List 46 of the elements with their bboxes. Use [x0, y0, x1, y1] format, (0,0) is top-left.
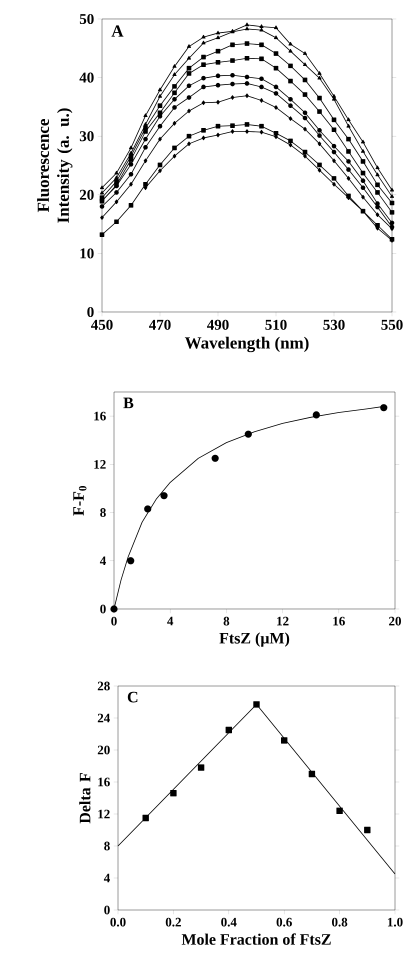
chart-title: A — [111, 25, 124, 37]
y-axis-title: Fluorescence Intensity (a. u.) — [37, 108, 72, 223]
y-axis-title: Delta F — [79, 773, 90, 824]
x-tick-label: 450 — [90, 320, 113, 330]
y-tick-label: 0 — [104, 906, 110, 914]
y-tick-label: 28 — [98, 682, 110, 690]
x-tick-label: 1.0 — [388, 918, 403, 927]
x-tick-label: 0.0 — [110, 918, 126, 927]
y-tick-label: 8 — [104, 842, 110, 850]
x-axis-title: Wavelength (nm) — [184, 336, 309, 352]
y-tick-label: 16 — [98, 778, 110, 786]
x-axis-title: FtsZ (µM) — [219, 632, 290, 647]
chart-title: B — [123, 398, 134, 408]
y-tick-label: 30 — [80, 131, 94, 142]
y-tick-label: 8 — [100, 508, 106, 517]
y-tick-label: 12 — [94, 460, 106, 469]
y-tick-label: 50 — [80, 14, 94, 24]
y-tick-label: 16 — [94, 412, 106, 420]
x-axis-title: Mole Fraction of FtsZ — [182, 933, 331, 945]
y-tick-label: 24 — [98, 714, 110, 722]
y-axis-title: F-F$_{0}$ — [73, 486, 86, 516]
x-tick-label: 12 — [277, 616, 289, 626]
x-tick-label: 530 — [323, 320, 345, 330]
x-tick-label: 20 — [389, 616, 401, 626]
x-tick-label: 4 — [167, 616, 174, 626]
x-tick-label: 0 — [111, 616, 117, 626]
y-tick-label: 4 — [100, 556, 106, 566]
x-tick-label: 0.8 — [332, 918, 348, 927]
y-tick-label: 4 — [104, 874, 110, 882]
x-tick-label: 8 — [224, 616, 230, 626]
chart-title: C — [128, 692, 138, 702]
x-tick-label: 490 — [206, 320, 229, 330]
y-tick-label: 20 — [98, 746, 110, 754]
y-tick-label: 0 — [87, 306, 94, 318]
y-tick-label: 12 — [98, 810, 110, 818]
y-tick-label: 20 — [80, 190, 94, 200]
x-tick-label: 0.4 — [221, 918, 237, 927]
x-tick-label: 0.6 — [276, 918, 292, 927]
x-tick-label: 16 — [333, 616, 345, 626]
y-tick-label: 40 — [79, 72, 94, 83]
x-tick-label: 550 — [381, 320, 403, 330]
x-tick-label: 510 — [265, 320, 287, 330]
x-tick-label: 470 — [148, 320, 171, 330]
x-tick-label: 0.2 — [166, 918, 181, 927]
y-tick-label: 0 — [100, 604, 106, 614]
y-tick-label: 10 — [80, 248, 94, 258]
